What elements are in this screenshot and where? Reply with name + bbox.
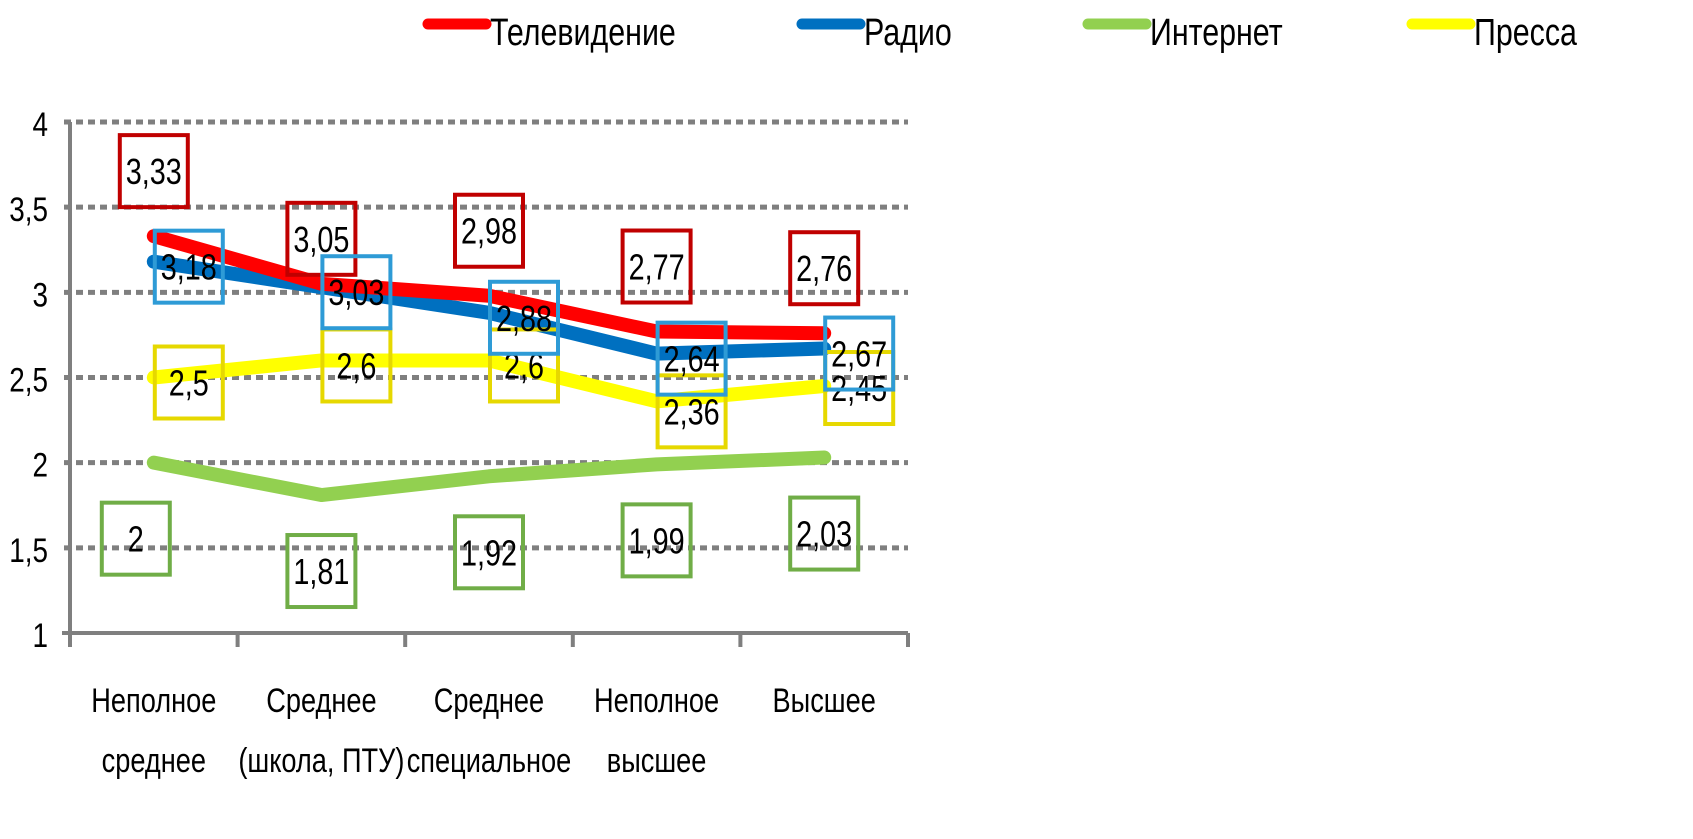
data-label: 2,64 [664, 339, 720, 380]
y-tick-label: 2 [32, 446, 48, 484]
data-label: 2,76 [796, 248, 852, 289]
data-label: 3,05 [293, 219, 349, 260]
data-label-box [620, 502, 693, 579]
data-label: 2,6 [336, 345, 376, 386]
y-tick-label: 1,5 [9, 531, 48, 569]
data-label: 2,98 [461, 211, 517, 252]
y-axis-ticks: 1 1,5 2 2,5 3 3,5 4 [9, 105, 48, 654]
data-label: 2,88 [496, 298, 552, 339]
x-tick-label: Среднее [266, 681, 376, 720]
y-tick-label: 3,5 [9, 191, 48, 229]
axes [62, 122, 910, 647]
data-label: 2 [128, 519, 144, 560]
data-label-box [655, 320, 728, 397]
x-tick-label: Неполное [91, 681, 216, 720]
y-tick-label: 3 [32, 276, 48, 314]
data-label-box [488, 279, 560, 356]
data-label-box [152, 344, 225, 421]
data-label-box [453, 514, 525, 591]
data-label: 2,77 [629, 246, 685, 287]
data-label: 2,03 [796, 513, 852, 554]
data-label: 3,03 [328, 272, 384, 313]
x-tick-label: специальное [407, 741, 572, 780]
data-label-box [320, 254, 393, 331]
data-label: 3,33 [126, 151, 182, 192]
legend-label: Радио [864, 12, 952, 54]
data-label: 3,18 [161, 247, 217, 288]
data-label-box [823, 315, 896, 392]
data-labels: 3,33 3,05 2,98 2,77 2,76 2 1,81 1,92 1,99 2,03 2,5… [99, 133, 896, 610]
y-tick-label: 4 [32, 105, 48, 143]
x-tick-label: Неполное [594, 681, 719, 720]
x-tick-label: Высшее [773, 681, 876, 720]
data-label-box [453, 192, 525, 269]
legend-label: Интернет [1150, 12, 1283, 54]
x-tick-label: Среднее [434, 681, 544, 720]
legend: Телевидение Радио Интернет Пресса [422, 12, 1578, 54]
x-tick-label: (школа, ПТУ) [238, 741, 404, 780]
data-label-box [788, 230, 861, 307]
data-label-box [488, 327, 560, 404]
data-label-box [152, 228, 225, 305]
y-tick-label: 1 [32, 616, 48, 654]
x-tick-label: среднее [102, 741, 206, 780]
data-label-box [788, 495, 861, 572]
y-tick-label: 2,5 [9, 361, 48, 399]
series-line [146, 450, 832, 503]
data-label: 1,99 [629, 520, 685, 561]
data-label-box [620, 228, 693, 305]
data-label-box [117, 133, 190, 210]
data-label: 2,67 [831, 333, 887, 374]
x-tick-label: высшее [607, 741, 707, 780]
legend-label: Телевидение [490, 12, 676, 54]
data-label-box [285, 533, 358, 610]
data-label: 2,5 [169, 362, 209, 403]
data-label: 2,36 [664, 391, 720, 432]
data-label: 1,92 [461, 532, 517, 573]
data-label: 2,6 [504, 345, 544, 386]
data-label: 1,81 [293, 551, 349, 592]
x-axis-ticks: Неполное среднее Среднее (школа, ПТУ) Средне… [91, 681, 876, 780]
data-label-box [99, 500, 172, 577]
data-label-box [655, 373, 728, 450]
legend-label: Пресса [1474, 12, 1578, 54]
